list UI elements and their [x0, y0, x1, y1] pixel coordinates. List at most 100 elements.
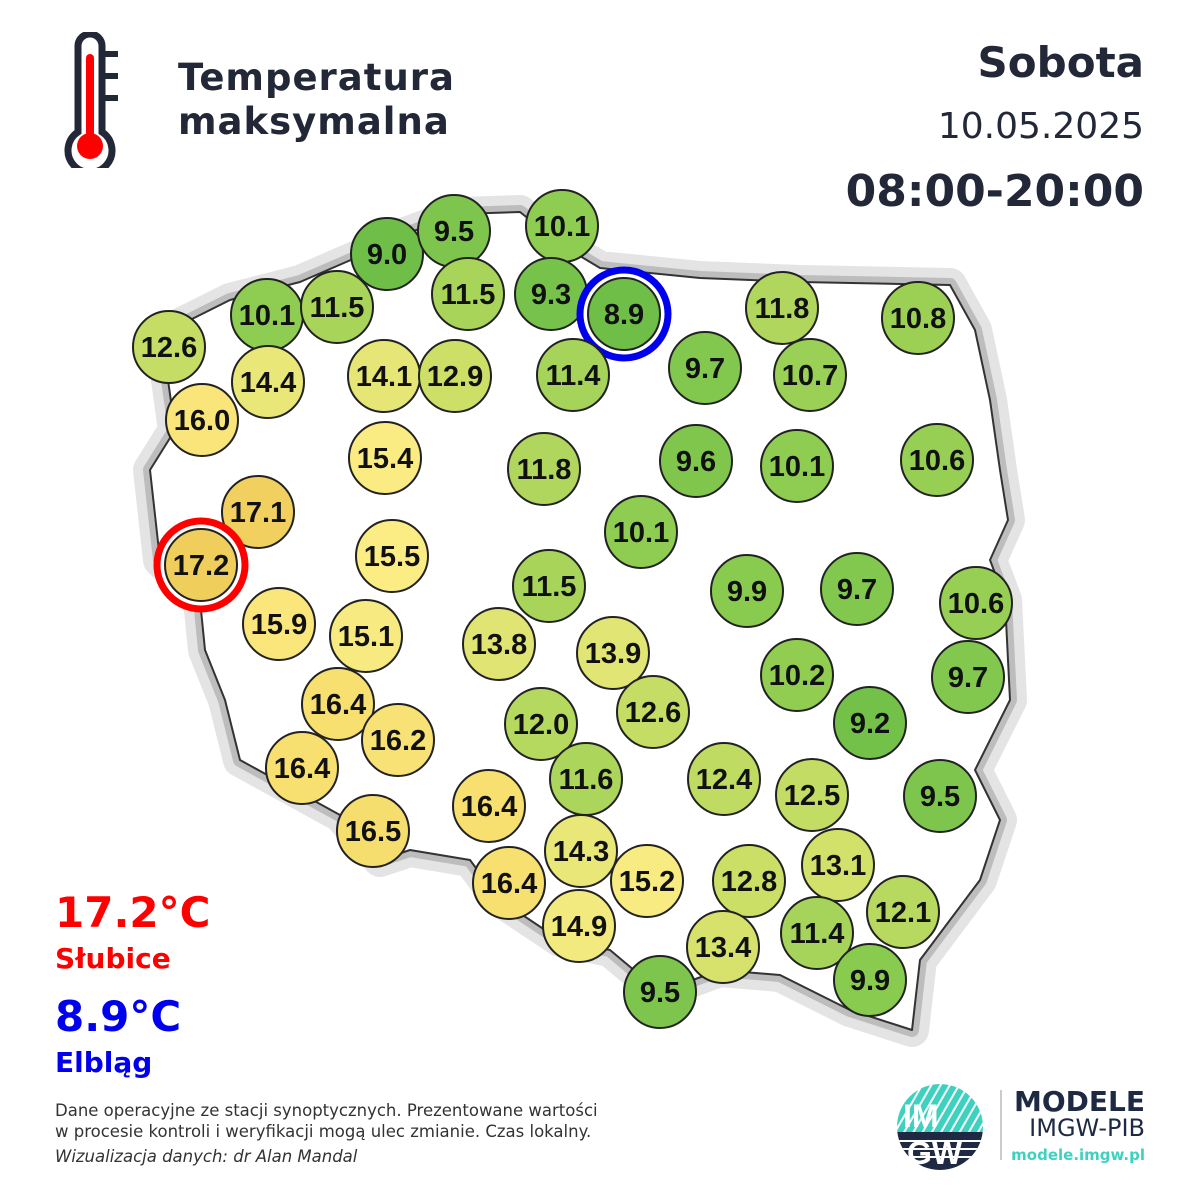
station-value: 11.6 [559, 764, 614, 796]
station-marker: 16.4 [265, 731, 339, 805]
station-value: 14.9 [551, 911, 607, 943]
station-marker: 14.9 [542, 889, 616, 963]
station-marker: 10.1 [604, 495, 678, 569]
page-title: Temperatura maksymalna [178, 56, 455, 144]
station-marker: 16.4 [301, 667, 375, 741]
station-circle [616, 675, 690, 749]
divider [1000, 1090, 1002, 1160]
station-value: 16.5 [345, 816, 401, 848]
station-marker: 13.9 [576, 616, 650, 690]
station-value: 16.4 [310, 689, 366, 721]
station-marker: 9.6 [659, 424, 733, 498]
station-value: 14.3 [553, 836, 609, 868]
station-marker: 16.5 [336, 794, 410, 868]
station-circle [231, 345, 305, 419]
station-circle [623, 955, 697, 1029]
station-circle [710, 554, 784, 628]
station-circle [833, 943, 907, 1017]
station-circle [686, 910, 760, 984]
station-marker: 10.2 [760, 638, 834, 712]
brand-url[interactable]: modele.imgw.pl [1011, 1146, 1145, 1164]
disclaimer-line: w procesie kontroli i weryfikacji mogą u… [55, 1122, 592, 1141]
station-marker: 14.4 [231, 345, 305, 419]
station-circle [687, 742, 761, 816]
station-marker: 12.6 [616, 675, 690, 749]
station-value: 16.2 [370, 725, 426, 757]
station-value: 14.1 [356, 361, 412, 393]
station-marker: 10.7 [773, 338, 847, 412]
disclaimer: Dane operacyjne ze stacji synoptycznych.… [55, 1100, 598, 1142]
station-marker: 9.7 [931, 640, 1005, 714]
station-marker: 9.9 [710, 554, 784, 628]
station-value: 9.3 [531, 279, 571, 311]
station-circle [542, 889, 616, 963]
station-value: 13.4 [695, 932, 751, 964]
station-marker: 11.5 [300, 270, 374, 344]
station-marker: 10.1 [525, 189, 599, 263]
station-value: 12.0 [513, 709, 569, 741]
station-circle [745, 271, 819, 345]
station-marker: 10.1 [760, 429, 834, 503]
station-circle [604, 495, 678, 569]
max-temperature-station: Słubice [55, 942, 171, 975]
station-marker: 9.5 [623, 955, 697, 1029]
station-circle [221, 475, 295, 549]
station-marker: 9.5 [903, 759, 977, 833]
station-marker: 13.1 [801, 828, 875, 902]
station-circle [801, 828, 875, 902]
station-marker: 8.9 [576, 266, 672, 362]
station-marker: 10.1 [230, 278, 304, 352]
station-value: 13.9 [585, 638, 641, 670]
station-marker: 16.2 [361, 703, 435, 777]
station-circle [659, 424, 733, 498]
station-marker: 9.5 [417, 194, 491, 268]
station-marker: 15.4 [348, 421, 422, 495]
station-value: 17.2 [173, 550, 229, 582]
station-circle [329, 599, 403, 673]
station-value: 9.9 [727, 576, 767, 608]
date-label: 10.05.2025 [937, 106, 1144, 147]
station-marker: 11.4 [780, 896, 854, 970]
station-circle [355, 519, 429, 593]
station-value: 15.2 [619, 866, 675, 898]
station-marker: 12.4 [687, 742, 761, 816]
station-value: 10.7 [782, 360, 838, 392]
station-circle [775, 758, 849, 832]
station-value: 9.2 [850, 708, 890, 740]
station-value: 12.6 [141, 332, 197, 364]
station-value: 10.2 [769, 660, 825, 692]
station-circle [452, 769, 526, 843]
station-circle [242, 587, 316, 661]
station-circle [760, 429, 834, 503]
station-circle [668, 331, 742, 405]
station-value: 16.0 [174, 405, 230, 437]
station-circle [780, 896, 854, 970]
station-circle [866, 875, 940, 949]
station-circle [536, 338, 610, 412]
station-marker: 17.2 [153, 517, 249, 613]
station-circle [712, 844, 786, 918]
station-circle [301, 667, 375, 741]
station-circle [265, 731, 339, 805]
station-circle [472, 846, 546, 920]
station-circle [350, 217, 424, 291]
station-value: 10.1 [769, 451, 825, 483]
credit: Wizualizacja danych: dr Alan Mandal [55, 1147, 358, 1166]
logo-text-bottom: GW [907, 1135, 963, 1171]
station-value: 9.6 [676, 446, 716, 478]
station-value: 11.4 [546, 360, 601, 392]
station-value: 10.1 [534, 211, 590, 243]
station-marker: 13.8 [462, 607, 536, 681]
station-circle [760, 638, 834, 712]
station-value: 12.8 [721, 866, 777, 898]
brand-name: MODELE [1013, 1085, 1145, 1118]
station-marker: 15.5 [355, 519, 429, 593]
station-value: 13.8 [471, 629, 527, 661]
station-value: 15.9 [251, 609, 307, 641]
station-marker: 14.1 [347, 339, 421, 413]
station-circle [939, 566, 1013, 640]
station-marker: 11.4 [536, 338, 610, 412]
station-circle [431, 257, 505, 331]
station-circle [833, 686, 907, 760]
station-value: 9.7 [685, 353, 725, 385]
